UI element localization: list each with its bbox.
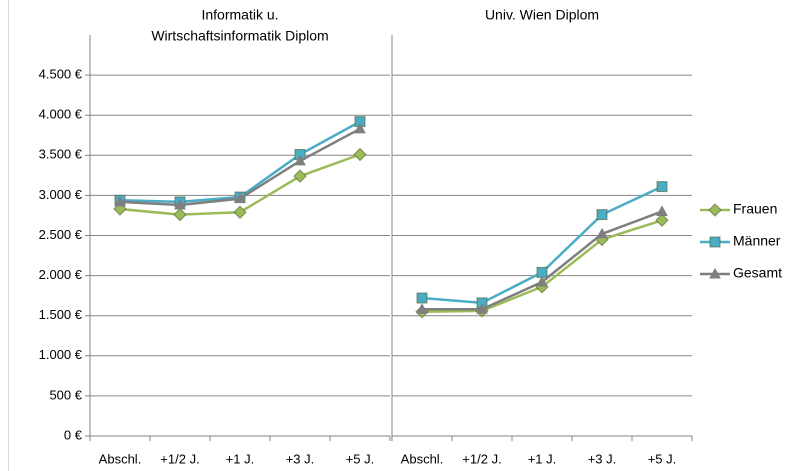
y-tick-label: 4.000 € xyxy=(39,107,83,122)
marker xyxy=(173,207,187,222)
marker xyxy=(656,205,668,216)
x-tick-label: Abschl. xyxy=(401,451,444,466)
marker xyxy=(596,209,608,221)
legend-label: Gesamt xyxy=(733,265,782,281)
y-tick-label: 4.500 € xyxy=(39,67,83,82)
marker xyxy=(353,147,367,162)
marker xyxy=(416,292,428,304)
legend-label: Männer xyxy=(733,233,781,249)
marker xyxy=(416,303,428,314)
marker xyxy=(708,203,722,217)
marker xyxy=(596,227,608,239)
marker xyxy=(655,213,669,227)
marker xyxy=(354,116,366,128)
x-tick-label: +1/2 J. xyxy=(160,451,199,466)
y-tick-label: 3.000 € xyxy=(39,187,83,202)
x-tick-label: +5 J. xyxy=(648,451,677,466)
marker xyxy=(536,275,548,287)
x-tick-label: +1/2 J. xyxy=(462,451,501,466)
y-tick-label: 0 € xyxy=(64,427,83,442)
x-tick-label: +3 J. xyxy=(588,451,617,466)
x-tick-label: +1 J. xyxy=(528,451,557,466)
marker xyxy=(174,198,186,210)
marker xyxy=(294,154,306,166)
y-tick-label: 1.500 € xyxy=(39,307,83,322)
marker xyxy=(293,169,307,183)
y-tick-label: 1.000 € xyxy=(39,347,83,362)
marker xyxy=(476,303,488,314)
x-tick-label: +5 J. xyxy=(346,451,375,466)
marker xyxy=(536,266,548,278)
chart-title: Univ. Wien Diplom xyxy=(485,7,599,23)
y-tick-label: 500 € xyxy=(49,387,82,402)
y-tick-label: 2.500 € xyxy=(39,227,83,242)
x-tick-label: +3 J. xyxy=(286,451,315,466)
chart-title: Wirtschaftsinformatik Diplom xyxy=(151,28,328,44)
marker xyxy=(354,122,366,134)
x-tick-label: Abschl. xyxy=(99,451,142,466)
marker xyxy=(709,236,721,248)
marker xyxy=(234,192,246,204)
legend-label: Frauen xyxy=(733,201,777,217)
y-tick-label: 3.500 € xyxy=(39,147,83,162)
marker xyxy=(709,267,721,279)
chart-title: Informatik u. xyxy=(201,7,278,23)
x-tick-label: +1 J. xyxy=(226,451,255,466)
marker xyxy=(114,195,126,207)
marker xyxy=(233,205,247,219)
marker xyxy=(656,181,668,193)
y-tick-label: 2.000 € xyxy=(39,267,83,282)
